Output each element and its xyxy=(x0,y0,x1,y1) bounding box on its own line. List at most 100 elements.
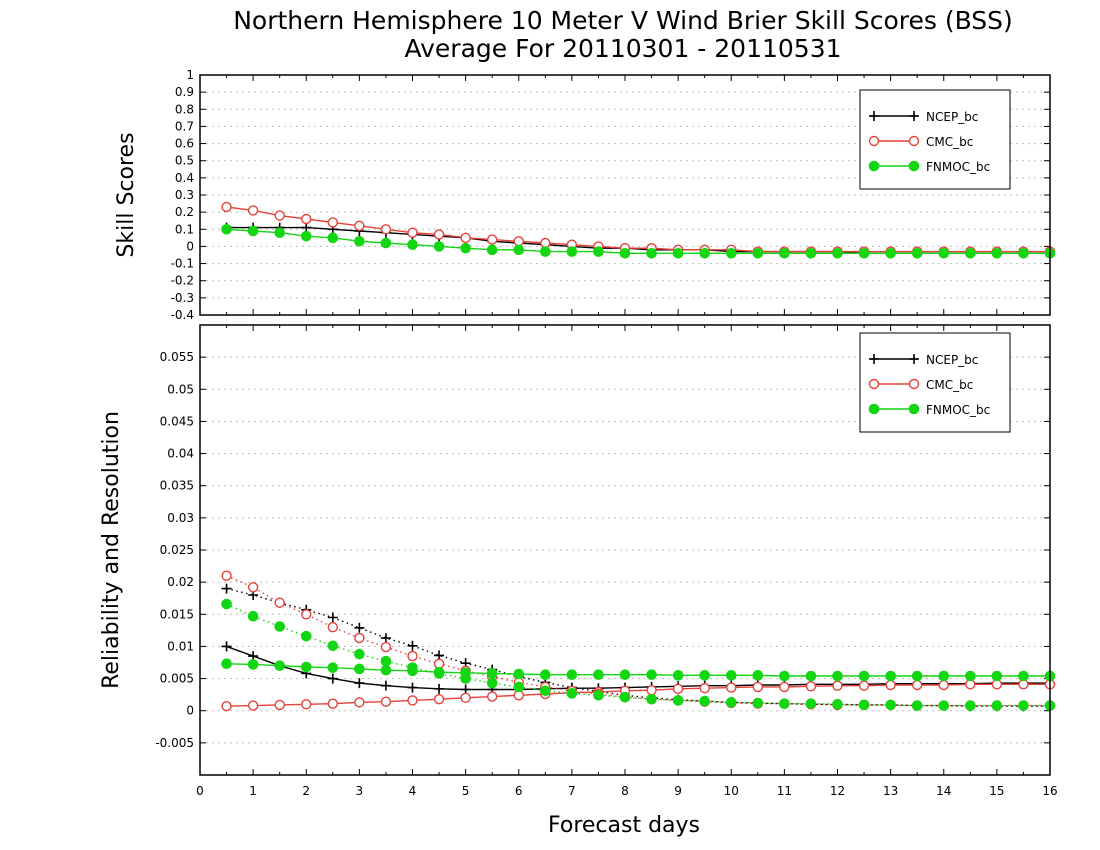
marker-FNMOC_bc xyxy=(908,403,920,415)
marker-CMC_bc xyxy=(805,681,817,692)
marker-FNMOC_bc xyxy=(540,669,551,681)
marker-CMC_bc xyxy=(911,679,923,691)
marker-NCEP_bc xyxy=(354,622,365,633)
marker-FNMOC_bc xyxy=(938,247,950,259)
marker-FNMOC_bc xyxy=(354,235,365,247)
panel-1: 1 0.9 0.8 0.7 0.6 0.5 0.4 0.3 0.2 0.1 0 -0.1 -0.2 -0.… xyxy=(114,68,1056,322)
chart-subtitle: Average For 20110301 - 20110531 xyxy=(404,34,841,63)
marker-FNMOC_bc xyxy=(911,670,923,682)
x-tick-label: 13 xyxy=(883,784,898,798)
marker-NCEP_bc xyxy=(327,612,338,623)
marker-FNMOC_bc xyxy=(858,699,870,711)
marker-FNMOC_bc xyxy=(619,691,631,703)
x-axis-label: Forecast days xyxy=(548,813,700,838)
marker-CMC_bc xyxy=(672,683,684,695)
marker-FNMOC_bc xyxy=(725,247,737,259)
marker-CMC_bc xyxy=(486,691,498,702)
marker-CMC_bc xyxy=(221,570,232,581)
marker-FNMOC_bc xyxy=(832,698,843,710)
marker-CMC_bc xyxy=(513,236,524,247)
marker-CMC_bc xyxy=(380,641,392,653)
marker-FNMOC_bc xyxy=(460,242,471,254)
marker-FNMOC_bc xyxy=(407,662,418,673)
x-tick-label: 5 xyxy=(462,784,470,798)
marker-CMC_bc xyxy=(354,220,365,232)
y-tick-label: -0.4 xyxy=(171,308,194,322)
y-tick-label: 0.03 xyxy=(167,511,194,525)
marker-FNMOC_bc xyxy=(699,247,710,259)
y-tick-label: 0.7 xyxy=(175,119,194,133)
marker-FNMOC_bc xyxy=(965,700,976,711)
marker-FNMOC_bc xyxy=(513,681,525,693)
marker-FNMOC_bc xyxy=(247,225,259,237)
marker-FNMOC_bc xyxy=(725,697,737,708)
x-axis-ticks: 0 1 2 3 4 5 6 7 8 9 10 11 12 13 14 15 16 xyxy=(196,325,1058,798)
marker-CMC_bc xyxy=(354,632,365,644)
x-tick-label: 1 xyxy=(249,784,257,798)
y-tick-label: 0.04 xyxy=(167,447,194,461)
marker-FNMOC_bc xyxy=(646,247,657,259)
legend-label: CMC_bc xyxy=(926,135,973,149)
marker-FNMOC_bc xyxy=(354,663,365,675)
marker-NCEP_bc xyxy=(327,673,338,684)
series-group xyxy=(221,201,1056,259)
marker-FNMOC_bc xyxy=(858,247,870,259)
marker-CMC_bc xyxy=(327,698,339,709)
y-tick-label: -0.005 xyxy=(155,736,194,750)
marker-FNMOC_bc xyxy=(460,673,471,684)
marker-FNMOC_bc xyxy=(672,695,684,706)
marker-CMC_bc xyxy=(301,609,312,620)
marker-FNMOC_bc xyxy=(991,700,1003,711)
y-tick-label: 0 xyxy=(186,239,194,253)
marker-NCEP_bc xyxy=(380,633,391,644)
marker-NCEP_bc xyxy=(221,583,232,594)
marker-CMC_bc xyxy=(433,229,445,240)
marker-FNMOC_bc xyxy=(380,664,392,676)
x-tick-label: 3 xyxy=(356,784,364,798)
marker-FNMOC_bc xyxy=(593,689,604,701)
y-tick-label: -0.1 xyxy=(171,257,194,271)
marker-FNMOC_bc xyxy=(274,621,285,632)
marker-FNMOC_bc xyxy=(908,160,920,172)
marker-CMC_bc xyxy=(858,680,870,691)
marker-FNMOC_bc xyxy=(327,232,339,244)
marker-CMC_bc xyxy=(540,237,551,249)
y-tick-label: 0.035 xyxy=(160,479,194,493)
x-tick-label: 8 xyxy=(621,784,629,798)
marker-CMC_bc xyxy=(407,695,418,706)
marker-CMC_bc xyxy=(274,210,285,221)
marker-CMC_bc xyxy=(274,597,285,608)
marker-FNMOC_bc xyxy=(885,699,896,711)
marker-FNMOC_bc xyxy=(407,239,418,251)
marker-CMC_bc xyxy=(221,201,232,213)
marker-FNMOC_bc xyxy=(513,244,525,256)
legend-label: NCEP_bc xyxy=(926,110,978,124)
marker-FNMOC_bc xyxy=(433,241,445,252)
y-tick-label: 0.2 xyxy=(175,205,194,219)
series-line-FNMOC_bc-dotted xyxy=(226,603,1050,707)
marker-CMC_bc xyxy=(726,682,737,693)
marker-FNMOC_bc xyxy=(779,698,790,709)
x-tick-label: 6 xyxy=(515,784,523,798)
marker-NCEP_bc xyxy=(909,111,919,121)
marker-CMC_bc xyxy=(938,679,949,691)
marker-FNMOC_bc xyxy=(991,670,1003,682)
marker-FNMOC_bc xyxy=(938,700,950,711)
plot-frame xyxy=(199,74,1051,316)
marker-NCEP_bc xyxy=(407,682,418,693)
marker-FNMOC_bc xyxy=(486,244,498,256)
marker-FNMOC_bc xyxy=(938,670,950,682)
y-tick-label: 0.05 xyxy=(167,382,194,396)
y-tick-label: 0.9 xyxy=(175,85,194,99)
marker-CMC_bc xyxy=(354,697,365,708)
marker-FNMOC_bc xyxy=(965,670,976,682)
marker-FNMOC_bc xyxy=(911,247,923,259)
series-line-NCEP_bc-dotted xyxy=(226,587,1050,707)
marker-CMC_bc xyxy=(247,582,259,593)
marker-FNMOC_bc xyxy=(433,668,445,679)
marker-CMC_bc xyxy=(699,683,710,694)
marker-CMC_bc xyxy=(327,217,339,228)
marker-FNMOC_bc xyxy=(566,669,578,681)
y-tick-label: 0.055 xyxy=(160,350,194,364)
